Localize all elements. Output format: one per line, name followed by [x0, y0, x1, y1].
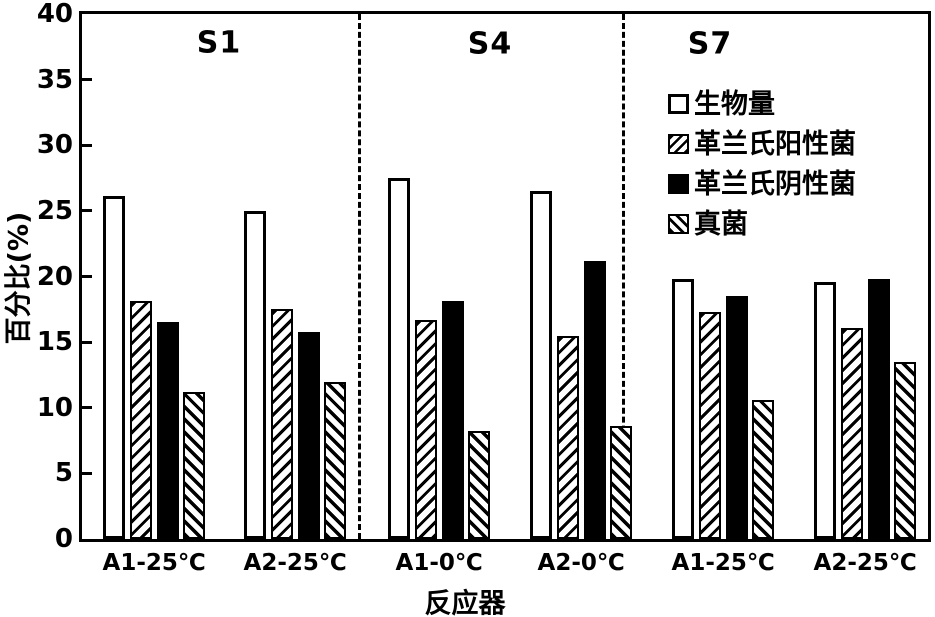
bar-hatch-forward	[270, 309, 293, 539]
x-tick-label: A2-0℃	[537, 550, 625, 576]
legend-item-fungi: 真菌	[668, 204, 856, 244]
y-tick-label: 30	[36, 130, 73, 161]
y-tick-label: 0	[54, 524, 73, 554]
bar-open	[672, 279, 694, 539]
y-axis-tick	[82, 143, 92, 147]
bar-open	[530, 191, 552, 539]
y-tick-label: 35	[36, 64, 73, 95]
x-tick-label: A2-25℃	[243, 550, 347, 576]
solid-bar-swatch-icon	[668, 174, 689, 194]
legend-label: 真菌	[694, 208, 748, 240]
back-hatch-swatch-icon	[668, 214, 689, 234]
section-label-s4: S4	[467, 26, 513, 62]
plot-frame	[79, 11, 931, 542]
section-separator	[622, 14, 625, 539]
y-tick-label: 15	[36, 327, 73, 358]
bar-open	[103, 196, 125, 539]
legend-label: 革兰氏阴性菌	[694, 168, 856, 200]
legend-label: 生物量	[694, 88, 775, 120]
section-label-s1: S1	[196, 25, 242, 61]
bar-solid	[441, 301, 464, 539]
plot-area	[82, 14, 928, 539]
bar-solid	[297, 331, 320, 539]
y-tick-label: 5	[54, 458, 73, 489]
y-axis-tick	[82, 78, 92, 82]
y-axis-tick	[82, 275, 92, 278]
legend-item-gram-positive: 革兰氏阳性菌	[668, 124, 856, 164]
x-tick-label: A1-25℃	[671, 550, 775, 576]
legend-label: 革兰氏阳性菌	[694, 128, 856, 160]
legend-item-gram-negative: 革兰氏阴性菌	[668, 164, 856, 204]
forward-hatch-swatch-icon	[668, 134, 689, 154]
bar-solid	[156, 322, 179, 539]
bar-solid	[583, 260, 606, 539]
bar-hatch-forward	[556, 335, 579, 539]
y-axis-tick	[82, 471, 92, 475]
open-bar-swatch-icon	[668, 94, 689, 114]
y-axis-tick	[82, 340, 92, 344]
legend: 生物量 革兰氏阳性菌 革兰氏阴性菌 真菌	[668, 84, 856, 244]
x-tick-label: A2-25℃	[813, 550, 917, 576]
bar-hatch-back	[324, 381, 347, 539]
bar-hatch-back	[468, 431, 491, 539]
bar-open	[814, 281, 836, 539]
bar-hatch-back	[752, 399, 775, 539]
y-tick-label: 40	[36, 0, 73, 29]
y-tick-label: 20	[36, 261, 73, 292]
bar-open	[388, 178, 410, 539]
section-separator	[358, 14, 361, 539]
x-tick-label: A1-25℃	[102, 550, 206, 576]
bar-hatch-forward	[698, 311, 721, 539]
bar-hatch-back	[183, 392, 206, 539]
bar-hatch-back	[894, 361, 917, 539]
y-tick-label: 10	[36, 392, 73, 423]
bar-hatch-forward	[840, 327, 863, 539]
bar-hatch-forward	[129, 301, 152, 539]
bar-open	[244, 210, 266, 539]
x-axis-title: 反应器	[424, 588, 506, 617]
x-tick-label: A1-0℃	[395, 550, 483, 576]
bar-hatch-forward	[414, 319, 437, 539]
bar-solid	[867, 279, 890, 539]
section-label-s7: S7	[687, 26, 733, 62]
bar-hatch-back	[610, 426, 633, 539]
y-axis-tick	[82, 209, 92, 213]
y-axis-tick	[82, 406, 92, 410]
legend-item-biomass: 生物量	[668, 84, 856, 124]
bar-solid	[725, 296, 748, 539]
y-tick-label: 25	[36, 195, 73, 226]
